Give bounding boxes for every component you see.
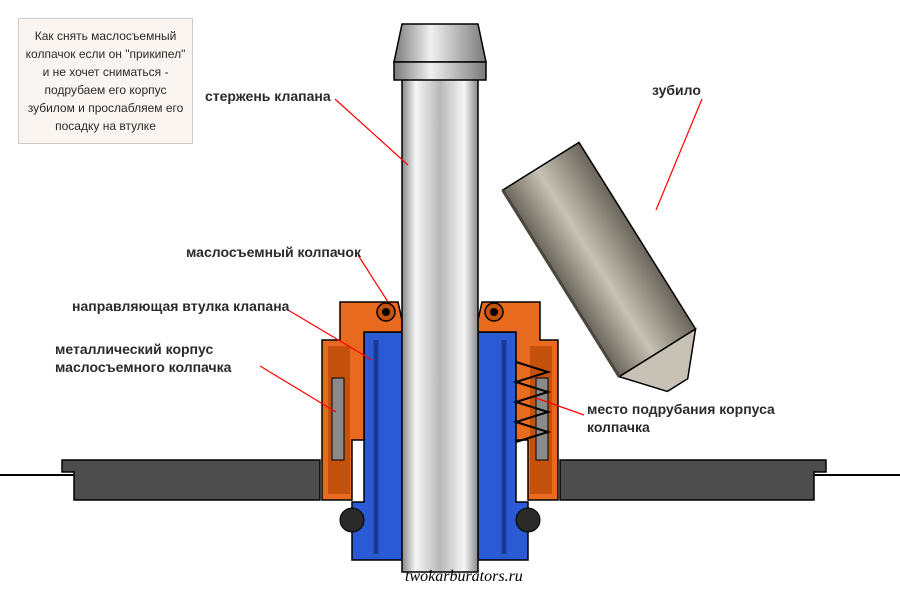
info-box: Как снять маслосъемный колпачок если он … bbox=[18, 18, 193, 144]
valve-stem bbox=[394, 24, 486, 572]
label-stem: стержень клапана bbox=[205, 88, 331, 104]
label-metal: металлический корпус маслосъемного колпа… bbox=[55, 340, 255, 376]
roller-right bbox=[516, 508, 540, 532]
label-chisel: зубило bbox=[652, 82, 701, 98]
roller-left bbox=[340, 508, 364, 532]
label-spot: место подрубания корпуса колпачка bbox=[587, 400, 827, 436]
watermark: twokarburators.ru bbox=[405, 568, 523, 586]
info-box-text: Как снять маслосъемный колпачок если он … bbox=[26, 29, 186, 133]
label-guide: направляющая втулка клапана bbox=[72, 298, 289, 314]
label-seal: маслосъемный колпачок bbox=[186, 244, 361, 260]
